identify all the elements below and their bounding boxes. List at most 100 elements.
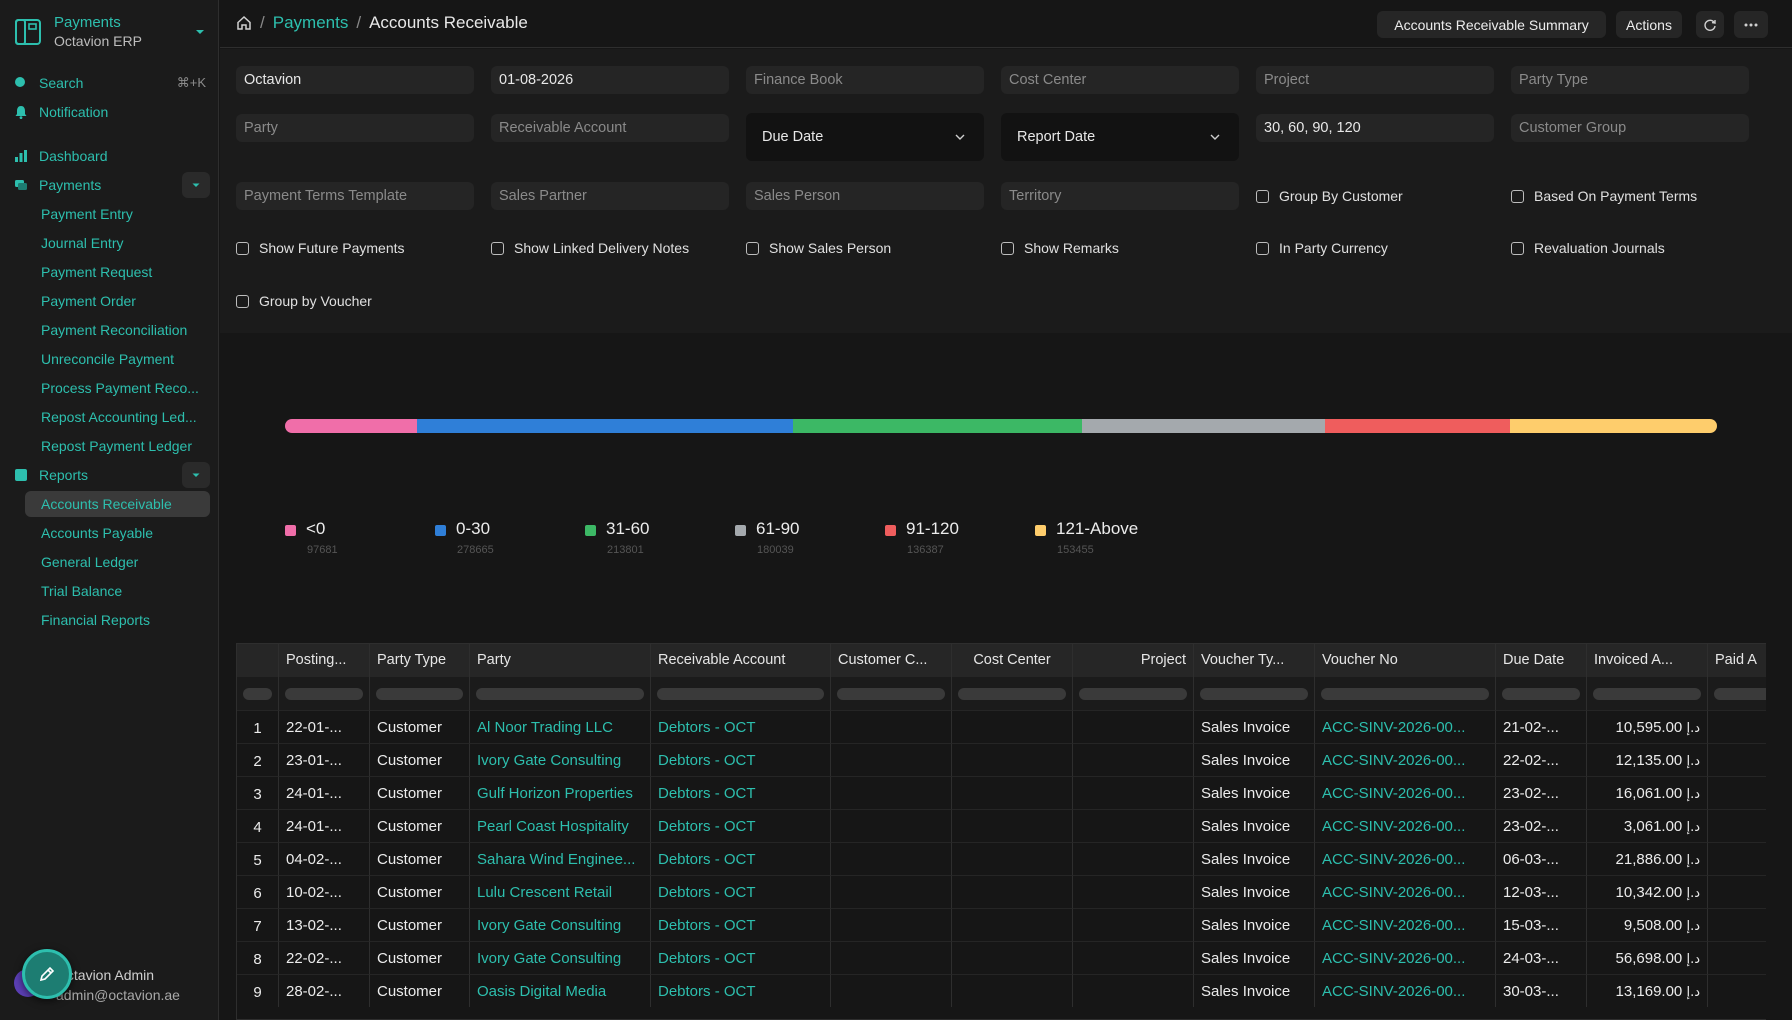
column-header[interactable]: Posting... <box>279 644 370 677</box>
table-row[interactable]: 8 22-02-... Customer Ivory Gate Consulting D… <box>237 941 1766 974</box>
cell-party[interactable]: Pearl Coast Hospitality <box>470 809 651 842</box>
checkbox-box[interactable] <box>236 294 249 308</box>
show-remarks-checkbox[interactable]: Show Remarks <box>1001 238 1119 258</box>
column-header[interactable]: Voucher No <box>1315 644 1496 677</box>
table-row[interactable]: 1 22-01-... Customer Al Noor Trading LLC Deb… <box>237 710 1766 743</box>
cell-party[interactable]: Oasis Digital Media <box>470 974 651 1007</box>
cell-party[interactable]: Ivory Gate Consulting <box>470 743 651 776</box>
payments-collapse-toggle[interactable] <box>182 172 210 198</box>
column-header[interactable]: Voucher Ty... <box>1194 644 1315 677</box>
based-on-payment-terms-checkbox[interactable]: Based On Payment Terms <box>1511 186 1697 206</box>
table-row[interactable]: 4 24-01-... Customer Pearl Coast Hospitalit… <box>237 809 1766 842</box>
sidebar-item-financial-reports[interactable]: Financial Reports <box>41 612 150 628</box>
show-sales-person-checkbox[interactable]: Show Sales Person <box>746 238 891 258</box>
sidebar-search[interactable]: Search ⌘+K <box>14 70 206 96</box>
checkbox-box[interactable] <box>1511 241 1524 255</box>
table-row[interactable]: 9 28-02-... Customer Oasis Digital Media Deb… <box>237 974 1766 1007</box>
column-filter-input[interactable] <box>1200 688 1308 700</box>
cell-account[interactable]: Debtors - OCT <box>651 743 831 776</box>
more-menu-button[interactable] <box>1734 11 1768 38</box>
user-menu[interactable]: Octavion Admin admin@octavion.ae <box>14 949 206 1005</box>
column-header[interactable]: Cost Center <box>952 644 1073 677</box>
sidebar-item-process-payment-reco[interactable]: Process Payment Reco... <box>41 380 199 396</box>
column-filter-input[interactable] <box>657 688 824 700</box>
sales-partner-field[interactable]: Sales Partner <box>491 182 729 210</box>
home-icon[interactable] <box>236 15 252 31</box>
column-header[interactable]: Receivable Account <box>651 644 831 677</box>
cell-account[interactable]: Debtors - OCT <box>651 776 831 809</box>
sidebar-item-reports[interactable]: Reports <box>14 462 210 488</box>
sidebar-item-journal-entry[interactable]: Journal Entry <box>41 235 124 251</box>
sidebar-notification[interactable]: Notification <box>14 99 206 125</box>
checkbox-box[interactable] <box>1256 241 1269 255</box>
show-linked-delivery-notes-checkbox[interactable]: Show Linked Delivery Notes <box>491 238 689 258</box>
table-row[interactable]: 7 13-02-... Customer Ivory Gate Consulting D… <box>237 908 1766 941</box>
column-filter-input[interactable] <box>837 688 945 700</box>
party-type-field[interactable]: Party Type <box>1511 66 1749 94</box>
bar-segment-4[interactable] <box>1325 419 1510 433</box>
column-header[interactable]: Paid A <box>1708 644 1766 677</box>
column-filter-input[interactable] <box>1079 688 1187 700</box>
reports-collapse-toggle[interactable] <box>182 462 210 488</box>
summary-button[interactable]: Accounts Receivable Summary <box>1377 11 1606 38</box>
column-filter-input[interactable] <box>476 688 644 700</box>
sidebar-item-accounts-payable[interactable]: Accounts Payable <box>41 525 154 541</box>
cost-center-field[interactable]: Cost Center <box>1001 66 1239 94</box>
cell-party[interactable]: Sahara Wind Enginee... <box>470 842 651 875</box>
in-party-currency-checkbox[interactable]: In Party Currency <box>1256 238 1388 258</box>
cell-account[interactable]: Debtors - OCT <box>651 941 831 974</box>
sales-person-field[interactable]: Sales Person <box>746 182 984 210</box>
sidebar-item-repost-accounting-led[interactable]: Repost Accounting Led... <box>41 409 197 425</box>
sidebar-item-dashboard[interactable]: Dashboard <box>14 143 206 169</box>
column-header[interactable]: Due Date <box>1496 644 1587 677</box>
cell-vno[interactable]: ACC-SINV-2026-00... <box>1315 842 1496 875</box>
column-filter-input[interactable] <box>958 688 1066 700</box>
cell-party[interactable]: Ivory Gate Consulting <box>470 941 651 974</box>
checkbox-box[interactable] <box>1511 189 1524 203</box>
group-by-voucher-checkbox[interactable]: Group by Voucher <box>236 291 372 311</box>
cell-vno[interactable]: ACC-SINV-2026-00... <box>1315 743 1496 776</box>
bar-segment-5[interactable] <box>1509 419 1717 433</box>
sidebar-item-repost-payment-ledger[interactable]: Repost Payment Ledger <box>41 438 192 454</box>
cell-vno[interactable]: ACC-SINV-2026-00... <box>1315 809 1496 842</box>
column-filter-input[interactable] <box>285 688 363 700</box>
cell-party[interactable]: Gulf Horizon Properties <box>470 776 651 809</box>
cell-account[interactable]: Debtors - OCT <box>651 875 831 908</box>
column-filter-input[interactable] <box>1502 688 1580 700</box>
cell-party[interactable]: Al Noor Trading LLC <box>470 710 651 743</box>
revaluation-journals-checkbox[interactable]: Revaluation Journals <box>1511 238 1665 258</box>
column-filter-input[interactable] <box>1321 688 1489 700</box>
sidebar-item-payment-reconciliation[interactable]: Payment Reconciliation <box>41 322 188 338</box>
ageing-based-on-select[interactable]: Due Date <box>746 113 984 161</box>
table-row[interactable]: 2 23-01-... Customer Ivory Gate Consulting D… <box>237 743 1766 776</box>
range-field[interactable]: 30, 60, 90, 120 <box>1256 114 1494 142</box>
sidebar-item-general-ledger[interactable]: General Ledger <box>41 554 139 570</box>
column-filter-input[interactable] <box>1593 688 1701 700</box>
cell-party[interactable]: Ivory Gate Consulting <box>470 908 651 941</box>
checkbox-box[interactable] <box>746 241 759 255</box>
column-header[interactable]: Party <box>470 644 651 677</box>
table-row[interactable]: 6 10-02-... Customer Lulu Crescent Retail De… <box>237 875 1766 908</box>
checkbox-box[interactable] <box>1256 189 1269 203</box>
checkbox-box[interactable] <box>1001 241 1014 255</box>
receivable-account-field[interactable]: Receivable Account <box>491 114 729 142</box>
cell-vno[interactable]: ACC-SINV-2026-00... <box>1315 875 1496 908</box>
payment-terms-template-field[interactable]: Payment Terms Template <box>236 182 474 210</box>
date-field[interactable]: 01-08-2026 <box>491 66 729 94</box>
bar-segment-3[interactable] <box>1082 419 1326 433</box>
show-future-payments-checkbox[interactable]: Show Future Payments <box>236 238 405 258</box>
column-header[interactable]: Party Type <box>370 644 470 677</box>
cell-vno[interactable]: ACC-SINV-2026-00... <box>1315 974 1496 1007</box>
party-field[interactable]: Party <box>236 114 474 142</box>
sidebar-item-trial-balance[interactable]: Trial Balance <box>41 583 123 599</box>
column-header[interactable]: Project <box>1073 644 1194 677</box>
actions-button[interactable]: Actions <box>1616 11 1682 38</box>
sidebar-item-payment-order[interactable]: Payment Order <box>41 293 136 309</box>
cell-vno[interactable]: ACC-SINV-2026-00... <box>1315 908 1496 941</box>
cell-party[interactable]: Lulu Crescent Retail <box>470 875 651 908</box>
edit-fab-button[interactable] <box>22 949 72 999</box>
customer-group-field[interactable]: Customer Group <box>1511 114 1749 142</box>
column-filter-input[interactable] <box>376 688 463 700</box>
sidebar-item-payments[interactable]: Payments <box>14 172 210 198</box>
cell-account[interactable]: Debtors - OCT <box>651 809 831 842</box>
